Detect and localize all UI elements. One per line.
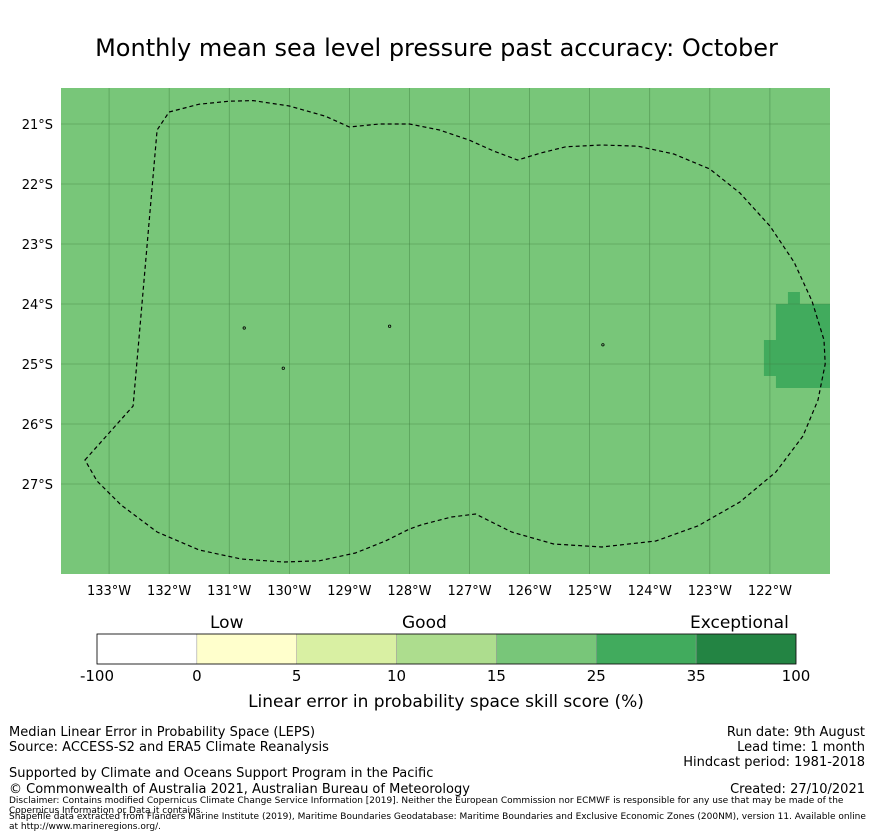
colorbar-bin	[296, 633, 397, 665]
colorbar-title: Linear error in probability space skill …	[248, 692, 644, 712]
info-disclaimer: Disclaimer: Contains modified Copernicus…	[9, 796, 844, 816]
colorbar-bin	[396, 633, 497, 665]
colorbar-bin	[496, 633, 597, 665]
latitude-tick-label: 25°S	[22, 358, 53, 373]
longitude-tick-label: 124°W	[628, 584, 672, 599]
info-hindcast: Hindcast period: 1981-2018	[683, 755, 865, 770]
high-skill-cell	[763, 340, 830, 376]
island-marker	[242, 326, 246, 330]
longitude-tick-label: 133°W	[87, 584, 131, 599]
longitude-tick-label: 128°W	[387, 584, 431, 599]
longitude-tick-label: 131°W	[207, 584, 251, 599]
colorbar-frame	[96, 633, 797, 665]
info-lead-time: Lead time: 1 month	[737, 740, 865, 755]
high-skill-cell	[775, 376, 830, 388]
colorbar-label-good: Good	[402, 613, 447, 633]
longitude-tick-label: 125°W	[568, 584, 612, 599]
colorbar-tick-label: -100	[79, 667, 115, 685]
page-title: Monthly mean sea level pressure past acc…	[95, 34, 778, 62]
longitude-tick-label: 129°W	[327, 584, 371, 599]
colorbar-bin	[96, 633, 198, 665]
island-marker	[388, 324, 392, 328]
latitude-tick-label: 22°S	[22, 178, 53, 193]
info-source: Source: ACCESS-S2 and ERA5 Climate Reana…	[9, 740, 329, 755]
map-background	[61, 88, 830, 574]
colorbar-tick-label: 25	[586, 667, 606, 685]
colorbar-bin	[695, 633, 797, 665]
latitude-tick-label: 26°S	[22, 418, 53, 433]
colorbar-bin	[196, 633, 297, 665]
info-support: Supported by Climate and Oceans Support …	[9, 766, 434, 781]
colorbar-tick-label: 35	[686, 667, 706, 685]
colorbar-tick-label: 0	[192, 667, 202, 685]
colorbar-tick-label: 5	[291, 667, 302, 685]
latitude-tick-label: 24°S	[22, 298, 53, 313]
info-shapefile: Shapefile data extracted from Flanders M…	[9, 812, 866, 832]
colorbar-bin	[596, 633, 697, 665]
longitude-tick-label: 126°W	[508, 584, 552, 599]
latitude-tick-label: 27°S	[22, 478, 53, 493]
info-run-date: Run date: 9th August	[726, 725, 865, 740]
colorbar-label-low: Low	[210, 613, 244, 633]
colorbar	[96, 633, 797, 665]
latitude-tick-label: 21°S	[22, 118, 53, 133]
longitude-tick-label: 130°W	[267, 584, 311, 599]
colorbar-label-exceptional: Exceptional	[690, 613, 789, 633]
colorbar-tick-label: 100	[781, 667, 811, 685]
latitude-tick-label: 23°S	[22, 238, 53, 253]
info-created: Created: 27/10/2021	[730, 782, 865, 797]
high-skill-cell	[775, 304, 830, 316]
info-copyright: © Commonwealth of Australia 2021, Austra…	[9, 782, 470, 797]
high-skill-cell	[775, 316, 830, 340]
skill-map: 133°W 132°W 131°W 130°W 129°W 128°W 127°W 126°W…	[22, 88, 830, 599]
island-marker	[281, 366, 285, 370]
colorbar-tick-label: 10	[387, 667, 407, 685]
longitude-tick-label: 123°W	[688, 584, 732, 599]
island-marker	[601, 343, 605, 347]
longitude-tick-label: 127°W	[447, 584, 491, 599]
longitude-tick-label: 122°W	[748, 584, 792, 599]
colorbar-tick-label: 15	[486, 667, 506, 685]
longitude-tick-label: 132°W	[147, 584, 191, 599]
high-skill-cell	[787, 292, 800, 304]
info-method: Median Linear Error in Probability Space…	[9, 725, 316, 740]
